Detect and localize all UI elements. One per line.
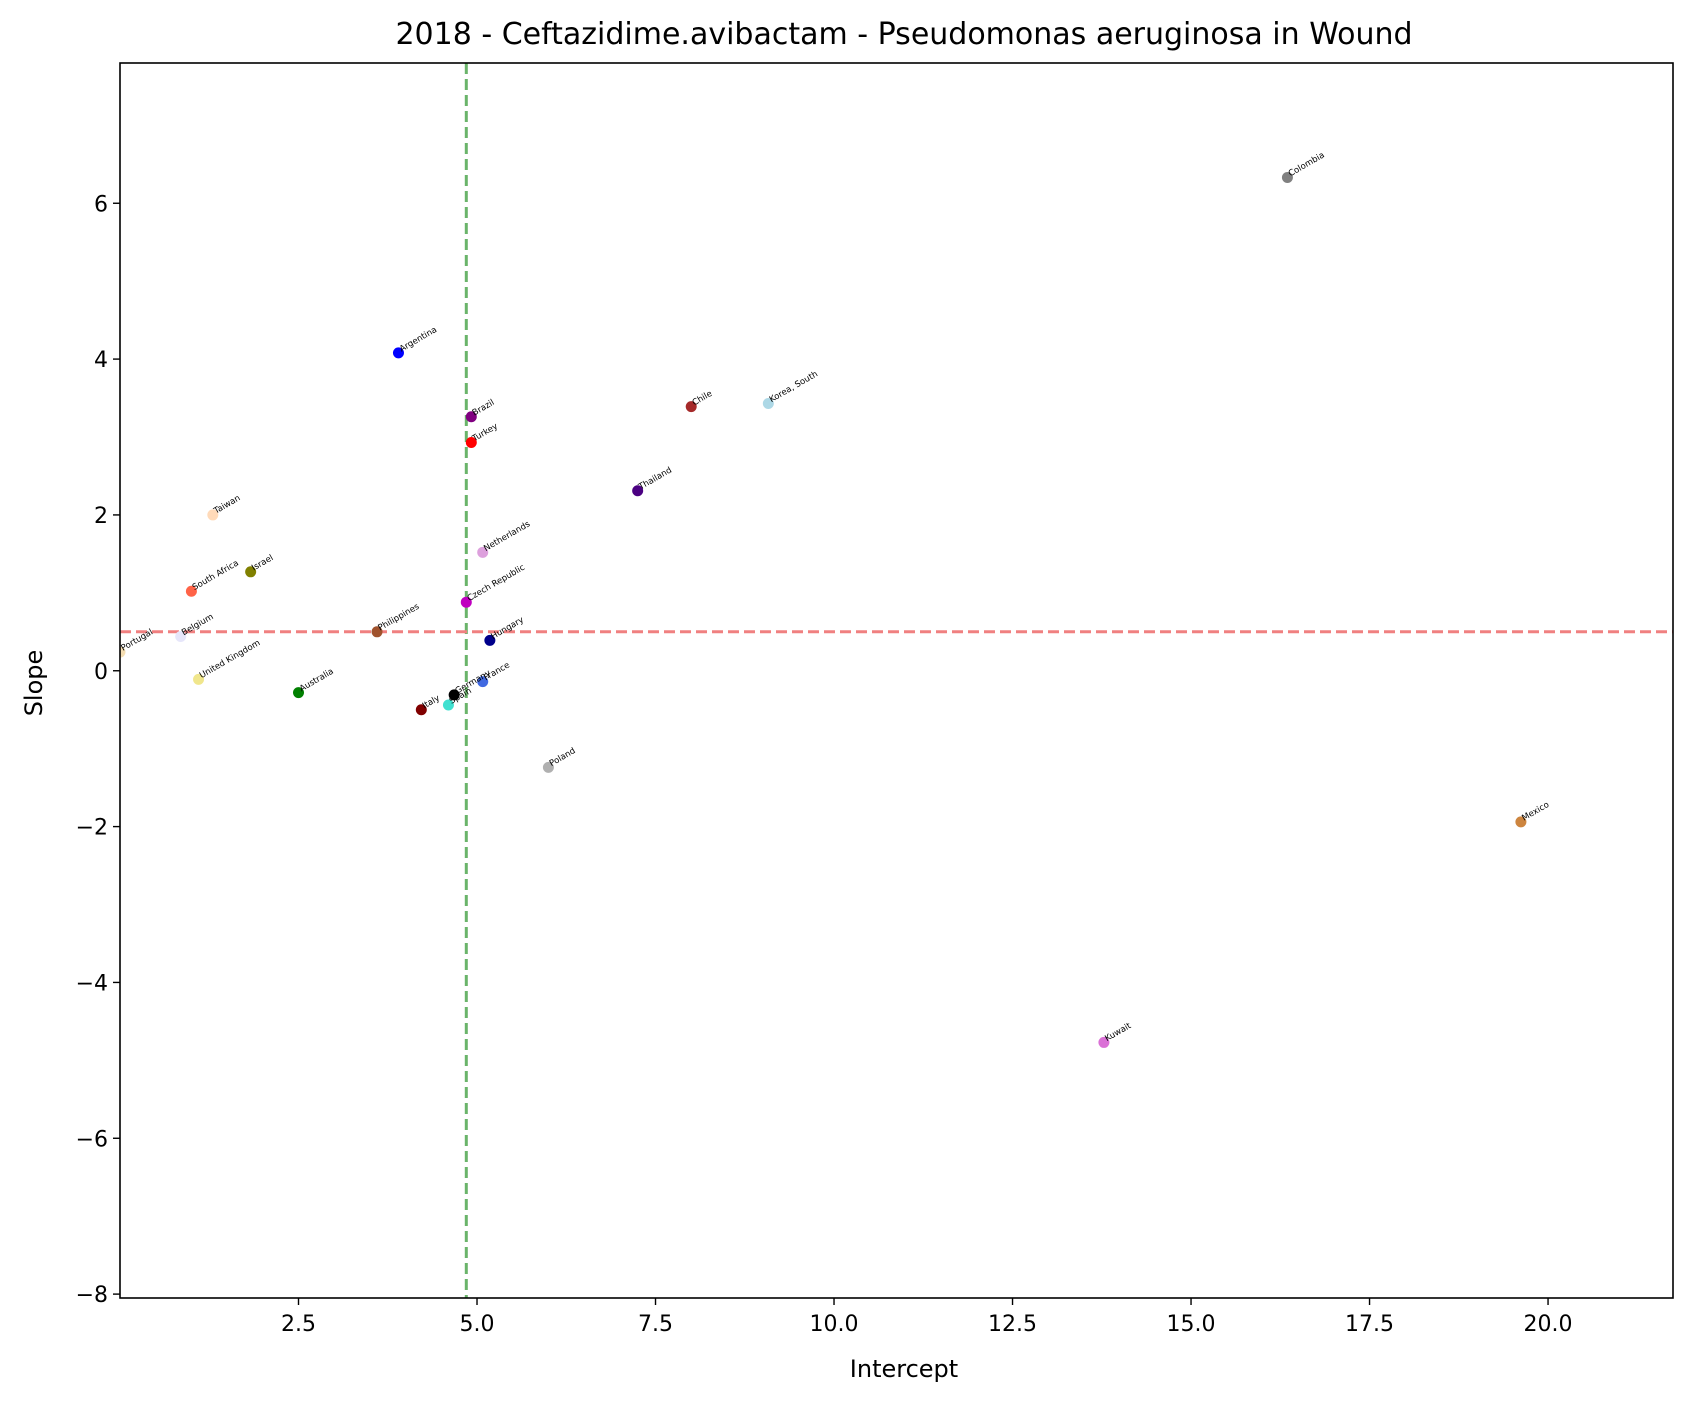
x-tick-label: 12.5 [988, 1312, 1037, 1337]
data-point [185, 585, 197, 597]
data-point [175, 630, 187, 642]
data-point [207, 509, 219, 521]
data-point [1515, 816, 1527, 828]
data-point [460, 596, 472, 608]
data-point [442, 699, 454, 711]
data-point [484, 634, 496, 646]
data-point [371, 626, 383, 638]
plot-frame [119, 62, 1674, 1299]
data-point [477, 546, 489, 558]
data-point [465, 411, 477, 423]
x-tick-label: 20.0 [1524, 1312, 1573, 1337]
y-tick-label: −6 [76, 1127, 108, 1152]
x-tick-label: 7.5 [638, 1312, 673, 1337]
y-tick-label: −8 [76, 1283, 108, 1308]
y-tick-label: 4 [94, 348, 108, 373]
data-point [293, 687, 305, 699]
y-tick-label: 0 [94, 660, 108, 685]
x-axis-label: Intercept [850, 1355, 958, 1383]
y-tick-label: −4 [76, 971, 108, 996]
data-point [193, 673, 205, 685]
data-point [120, 646, 126, 658]
data-point [477, 676, 489, 688]
y-tick-label: 2 [94, 504, 108, 529]
data-point [1281, 172, 1293, 184]
data-point [685, 401, 697, 413]
data-point [245, 566, 257, 578]
x-tick-label: 15.0 [1167, 1312, 1216, 1337]
y-tick-label: −2 [76, 816, 108, 841]
x-tick-label: 5.0 [460, 1312, 495, 1337]
x-tick-label: 10.0 [810, 1312, 859, 1337]
data-point [632, 485, 644, 497]
data-point [392, 347, 404, 359]
data-point [465, 436, 477, 448]
data-point [762, 398, 774, 410]
x-tick-label: 2.5 [281, 1312, 316, 1337]
y-axis-label: Slope [20, 650, 48, 717]
data-point [415, 704, 427, 716]
data-point [1098, 1036, 1110, 1048]
data-point [448, 689, 460, 701]
y-tick-label: 6 [94, 192, 108, 217]
chart-title: 2018 - Ceftazidime.avibactam - Pseudomon… [395, 17, 1412, 52]
x-tick-label: 17.5 [1345, 1312, 1394, 1337]
data-point [542, 761, 554, 773]
